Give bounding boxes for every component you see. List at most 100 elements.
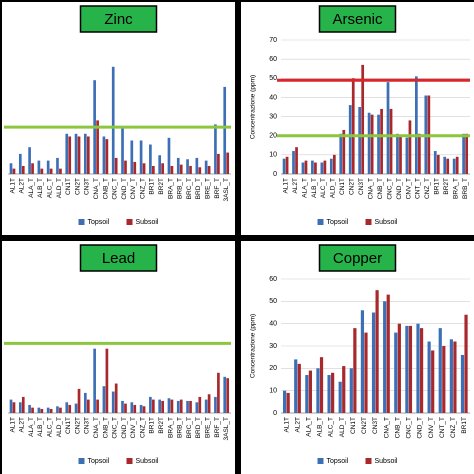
- x-tick-label: BRD_T: [195, 178, 202, 199]
- bar: [96, 120, 99, 174]
- bar: [186, 400, 189, 413]
- x-tick-label: CNV_T: [130, 417, 137, 438]
- legend-swatch: [317, 458, 324, 464]
- x-tick-label: ALB_T: [37, 417, 44, 437]
- x-tick-label: CN2T: [74, 178, 81, 195]
- x-tick-label: AL1T: [283, 417, 290, 433]
- bar: [198, 396, 202, 413]
- x-tick-label: 3ASL_T: [223, 178, 230, 202]
- y-tick-label: 10: [269, 388, 277, 395]
- bar: [383, 301, 387, 413]
- x-tick-label: BRE_T: [204, 417, 211, 438]
- bar: [396, 133, 399, 174]
- legend-label: Subsoil: [136, 219, 159, 226]
- x-tick-label: CND_T: [121, 417, 128, 439]
- bar: [195, 402, 199, 413]
- legend-swatch: [365, 458, 372, 464]
- bar: [102, 386, 106, 413]
- x-tick-label: CN1T: [339, 178, 346, 195]
- bar: [452, 158, 456, 174]
- bar: [18, 153, 22, 174]
- x-tick-label: CND_T: [121, 178, 128, 200]
- panel: [241, 241, 474, 474]
- x-tick-label: BRB_T: [462, 178, 469, 199]
- bar: [320, 162, 324, 174]
- bar: [124, 160, 127, 174]
- bar: [56, 406, 59, 413]
- bar: [323, 160, 327, 174]
- bar: [84, 392, 87, 413]
- x-tick-label: CNB_T: [377, 178, 384, 199]
- x-tick-label: AL1T: [9, 178, 16, 194]
- bar: [438, 328, 442, 413]
- bar: [93, 348, 96, 413]
- bar: [189, 400, 192, 413]
- x-tick-label: BR1T: [149, 417, 156, 434]
- y-tick-label: 0: [273, 171, 277, 178]
- bar: [142, 163, 146, 174]
- title-box: [79, 5, 158, 33]
- x-tick-label: CN1T: [65, 417, 72, 434]
- bar: [331, 372, 335, 413]
- bar: [464, 314, 468, 413]
- x-tick-label: BR1T: [461, 417, 468, 434]
- bar: [152, 399, 155, 413]
- x-tick-label: ALC_T: [47, 178, 54, 198]
- x-tick-label: CN2T: [361, 417, 368, 434]
- bar: [158, 155, 162, 174]
- x-tick-label: CN3T: [84, 417, 91, 434]
- legend-swatch: [365, 219, 372, 225]
- bar: [377, 114, 380, 174]
- bar: [176, 400, 180, 413]
- bar: [49, 168, 53, 174]
- x-tick-label: CNV_T: [405, 178, 412, 199]
- x-tick-label: CNB_T: [102, 178, 109, 199]
- bar: [217, 372, 220, 413]
- y-tick-label: 50: [269, 298, 277, 305]
- bar: [161, 163, 164, 174]
- x-tick-label: ALB_T: [37, 178, 44, 198]
- legend-label: Topsoil: [88, 458, 110, 465]
- y-tick-label: 0: [273, 410, 277, 417]
- bar: [397, 323, 401, 413]
- x-tick-label: ALC_T: [320, 178, 327, 198]
- x-tick-label: ALD_T: [56, 417, 63, 437]
- bar: [65, 133, 69, 174]
- bar: [167, 137, 171, 174]
- bar: [408, 120, 412, 174]
- bar: [339, 133, 343, 174]
- x-tick-label: ALA_T: [306, 417, 313, 437]
- bar: [170, 399, 174, 413]
- x-tick-label: CNZ_T: [139, 417, 146, 438]
- bar: [342, 129, 346, 174]
- bar: [161, 400, 164, 413]
- bar: [46, 160, 50, 174]
- bar: [223, 86, 227, 174]
- bar: [297, 363, 301, 413]
- panel: [2, 241, 235, 474]
- x-tick-label: CNA_T: [93, 417, 100, 438]
- legend-label: Subsoil: [136, 458, 159, 465]
- bar: [105, 348, 109, 413]
- x-tick-label: CNC_T: [406, 417, 413, 439]
- bar: [214, 124, 217, 174]
- bar: [86, 399, 90, 413]
- bar: [364, 332, 368, 413]
- bar: [371, 312, 376, 413]
- legend-swatch: [317, 219, 324, 225]
- bar: [167, 398, 171, 413]
- x-tick-label: ALA_T: [28, 178, 35, 198]
- y-tick-label: 30: [269, 113, 277, 120]
- bar: [179, 399, 183, 413]
- bar: [204, 160, 208, 174]
- bar: [207, 394, 211, 413]
- bar: [102, 136, 106, 174]
- bar: [189, 165, 192, 174]
- x-tick-label: BRE_T: [204, 178, 211, 199]
- bar: [96, 399, 99, 413]
- bar: [133, 404, 137, 413]
- x-tick-label: CN1T: [65, 178, 72, 195]
- x-tick-label: CNA_T: [383, 417, 390, 438]
- y-tick-label: 50: [269, 75, 277, 82]
